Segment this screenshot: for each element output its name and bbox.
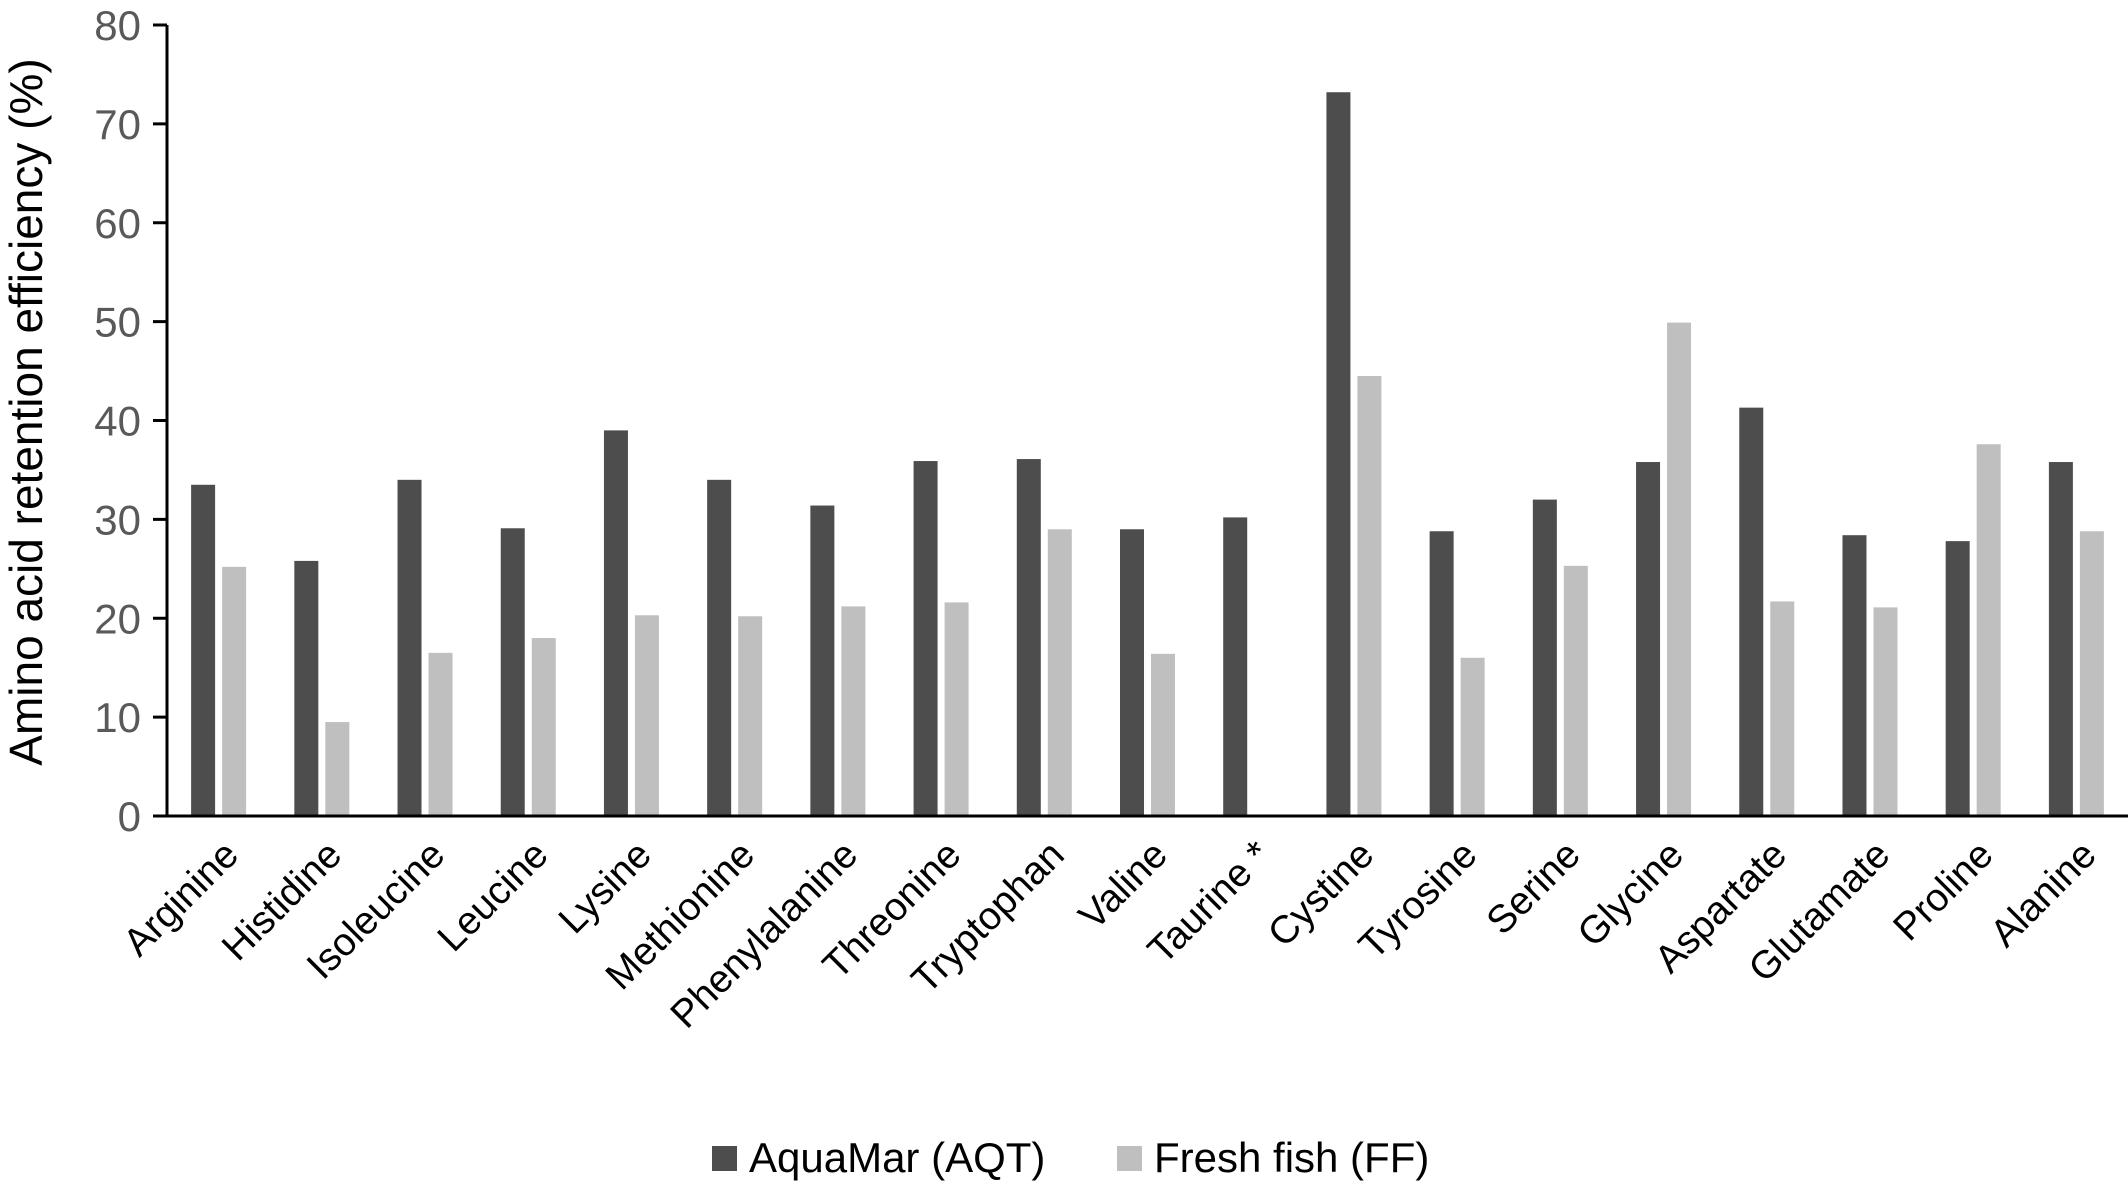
bar-aquamar-proline [1945, 541, 1970, 816]
y-tick-label: 30 [94, 496, 141, 543]
bar-aquamar-arginine [191, 484, 216, 816]
y-axis-label-group: Amino acid retention efficiency (%) [0, 58, 52, 765]
bar-aquamar-tryptophan [1016, 459, 1041, 816]
bar-aquamar-lysine [603, 430, 628, 816]
bar-aquamar-isoleucine [397, 479, 422, 816]
y-tick-label: 60 [94, 200, 141, 247]
bar-fresh-fish-tyrosine [1460, 657, 1485, 816]
x-tick-label: Phenylalanine [663, 833, 867, 1037]
axes [165, 25, 2128, 818]
legend-swatch [1117, 1146, 1142, 1171]
legend-swatch [712, 1146, 737, 1171]
bar-fresh-fish-methionine [738, 616, 763, 816]
bar-aquamar-aspartate [1739, 407, 1764, 816]
y-tick-label: 20 [94, 595, 141, 642]
bar-aquamar-leucine [500, 528, 525, 816]
bar-aquamar-valine [1120, 529, 1144, 816]
bar-aquamar-cystine [1326, 92, 1351, 817]
bar-aquamar-methionine [707, 479, 732, 816]
y-tick-label: 0 [118, 793, 141, 840]
bar-fresh-fish-tryptophan [1047, 529, 1072, 816]
bar-fresh-fish-glycine [1667, 322, 1692, 816]
bar-fresh-fish-isoleucine [428, 652, 453, 816]
bar-fresh-fish-alanine [2079, 531, 2104, 816]
bar-fresh-fish-threonine [944, 602, 969, 816]
bar-fresh-fish-phenylalanine [841, 606, 866, 816]
bar-fresh-fish-valine [1151, 653, 1175, 816]
bars [191, 92, 2104, 817]
y-tick-label: 50 [94, 299, 141, 346]
y-tick-label: 70 [94, 101, 141, 148]
legend-label: AquaMar (AQT) [749, 1134, 1045, 1181]
bar-aquamar-glycine [1636, 462, 1661, 816]
bar-aquamar-phenylalanine [810, 505, 835, 816]
bar-aquamar-taurine [1223, 517, 1248, 816]
bar-aquamar-alanine [2048, 462, 2073, 816]
bar-fresh-fish-serine [1563, 565, 1588, 816]
bar-fresh-fish-histidine [325, 722, 350, 816]
x-tick-label: Alanine [1982, 833, 2104, 955]
bar-fresh-fish-proline [1976, 444, 2001, 816]
legend-label: Fresh fish (FF) [1154, 1134, 1429, 1181]
y-axis-ticks: 0 10 20 30 40 50 60 70 80 [94, 2, 167, 840]
y-tick-label: 10 [94, 694, 141, 741]
bar-fresh-fish-leucine [531, 638, 556, 816]
bar-aquamar-tyrosine [1429, 531, 1454, 816]
bar-aquamar-glutamate [1842, 535, 1867, 816]
y-tick-label: 40 [94, 398, 141, 445]
bar-aquamar-histidine [294, 560, 319, 816]
legend: AquaMar (AQT) Fresh fish (FF) [712, 1134, 1429, 1181]
x-tick-label: Leucine [430, 833, 557, 960]
x-axis-tick-labels: ArginineHistidineIsoleucineLeucineLysine… [115, 833, 2104, 1037]
y-axis-label: Amino acid retention efficiency (%) [0, 58, 52, 765]
bar-fresh-fish-arginine [222, 566, 247, 816]
bar-fresh-fish-cystine [1357, 376, 1382, 816]
x-tick-label: Proline [1885, 833, 2001, 949]
bar-fresh-fish-lysine [634, 615, 659, 816]
bar-fresh-fish-aspartate [1770, 601, 1795, 816]
y-tick-label: 80 [94, 2, 141, 49]
bar-fresh-fish-glutamate [1873, 607, 1898, 816]
bar-aquamar-serine [1532, 499, 1557, 816]
bar-aquamar-threonine [913, 461, 938, 816]
